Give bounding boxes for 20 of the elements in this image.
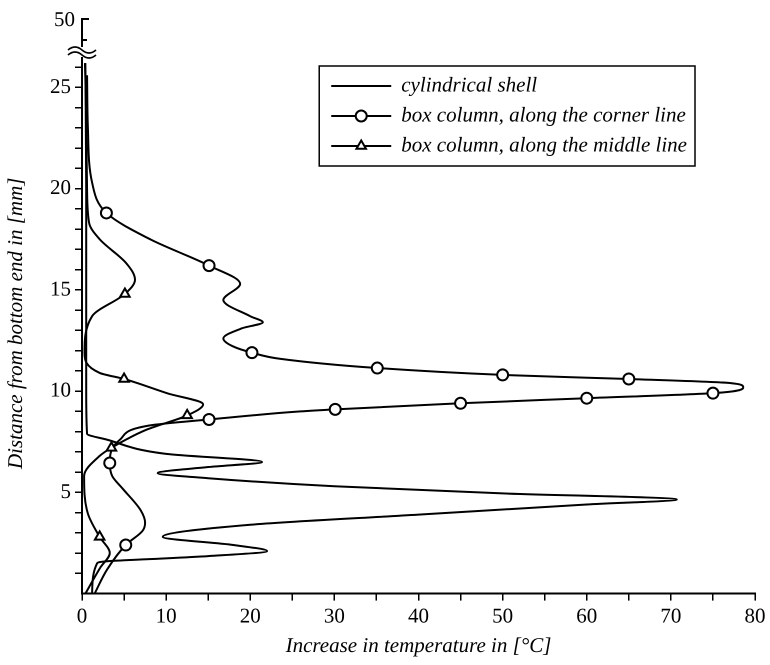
y-tick-label: 25 xyxy=(50,74,71,98)
x-tick-label: 10 xyxy=(156,604,177,628)
y-tick-label: 10 xyxy=(50,378,71,402)
x-tick-label: 30 xyxy=(324,604,345,628)
x-tick-label: 0 xyxy=(76,604,88,628)
x-tick-label: 70 xyxy=(660,604,682,628)
legend-label: box column, along the corner line xyxy=(401,102,686,127)
text: 50 xyxy=(54,6,75,30)
x-tick-label: 50 xyxy=(492,604,514,628)
x-tick-label: 80 xyxy=(744,604,766,628)
y-tick-label: 20 xyxy=(50,175,71,200)
legend-label: cylindrical shell xyxy=(401,72,538,97)
legend-label: box column, along the middle line xyxy=(401,132,688,157)
y-tick-label: 5 xyxy=(60,478,71,503)
x-axis-title: Increase in temperature in [°C] xyxy=(284,632,552,657)
y-axis-title: Distance from bottom end in [mm] xyxy=(3,178,28,470)
x-tick-label: 60 xyxy=(576,604,598,628)
x-tick-label: 40 xyxy=(408,604,429,628)
y-tick-label: 15 xyxy=(50,276,71,300)
x-tick-label: 20 xyxy=(240,604,261,628)
